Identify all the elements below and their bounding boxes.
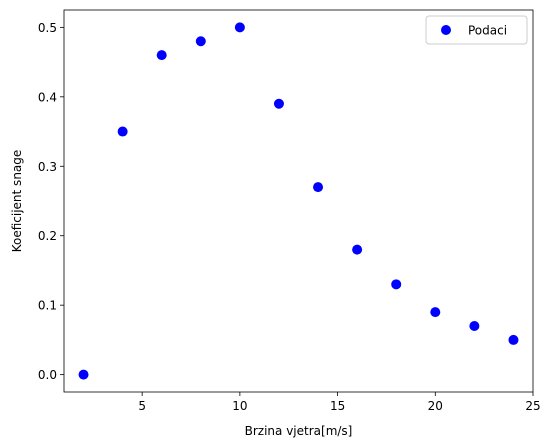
data-point xyxy=(313,182,324,193)
x-tick-label: 25 xyxy=(525,399,540,413)
x-tick-label: 10 xyxy=(232,399,247,413)
x-axis-label: Brzina vjetra[m/s] xyxy=(245,424,353,438)
x-tick-label: 5 xyxy=(138,399,146,413)
data-point xyxy=(391,279,402,290)
legend: Podaci xyxy=(425,15,528,45)
y-tick-label: 0.5 xyxy=(38,21,57,35)
data-points xyxy=(78,22,519,380)
data-point xyxy=(469,321,480,332)
y-axis: 0.0 0.1 0.2 0.3 0.4 0.5 xyxy=(38,21,64,382)
x-axis: 5 10 15 20 25 xyxy=(138,392,541,413)
plot-frame xyxy=(63,9,534,393)
data-point xyxy=(117,126,128,137)
data-point xyxy=(78,369,89,380)
data-point xyxy=(195,36,206,47)
y-axis-label: Koeficijent snage xyxy=(10,150,24,253)
legend-box xyxy=(425,15,528,45)
x-tick-label: 15 xyxy=(330,399,345,413)
y-tick-label: 0.4 xyxy=(38,90,57,104)
data-point xyxy=(273,98,284,109)
data-point xyxy=(508,334,519,345)
data-point xyxy=(352,244,363,255)
data-point xyxy=(430,307,441,318)
data-point xyxy=(156,50,167,61)
legend-label: Podaci xyxy=(468,24,507,38)
data-point xyxy=(234,22,245,33)
y-tick-label: 0.1 xyxy=(38,299,57,313)
x-tick-label: 20 xyxy=(428,399,443,413)
y-tick-label: 0.0 xyxy=(38,368,57,382)
y-tick-label: 0.3 xyxy=(38,160,57,174)
y-tick-label: 0.2 xyxy=(38,229,57,243)
legend-marker xyxy=(441,25,451,35)
